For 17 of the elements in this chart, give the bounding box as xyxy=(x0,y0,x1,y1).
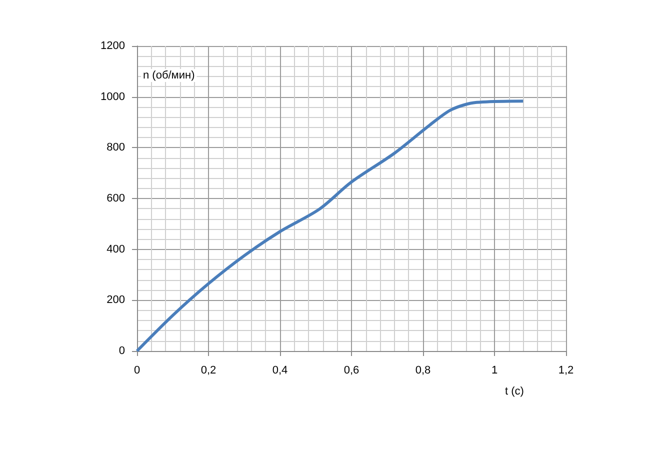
x-tick-label: 0 xyxy=(134,364,140,376)
x-tick-label: 1 xyxy=(491,364,498,376)
y-tick-label: 1000 xyxy=(100,90,125,103)
x-tick-label: 0,6 xyxy=(344,364,360,376)
line-series xyxy=(136,100,525,352)
y-axis-title: n (об/мин) xyxy=(143,70,195,82)
y-tick-label: 400 xyxy=(106,243,125,256)
x-tick-label: 1,2 xyxy=(558,364,574,376)
x-tick-label: 0,4 xyxy=(272,364,288,376)
x-tick-label: 0,2 xyxy=(200,364,216,376)
x-axis-title: t (с) xyxy=(505,386,524,398)
y-tick-label: 600 xyxy=(106,192,125,204)
y-tick-label: 200 xyxy=(106,294,125,306)
y-tick-label: 800 xyxy=(106,142,125,154)
x-tick-label: 0,8 xyxy=(415,364,431,376)
y-tick-label: 0 xyxy=(118,345,125,357)
y-tick-label: 1200 xyxy=(100,40,125,52)
